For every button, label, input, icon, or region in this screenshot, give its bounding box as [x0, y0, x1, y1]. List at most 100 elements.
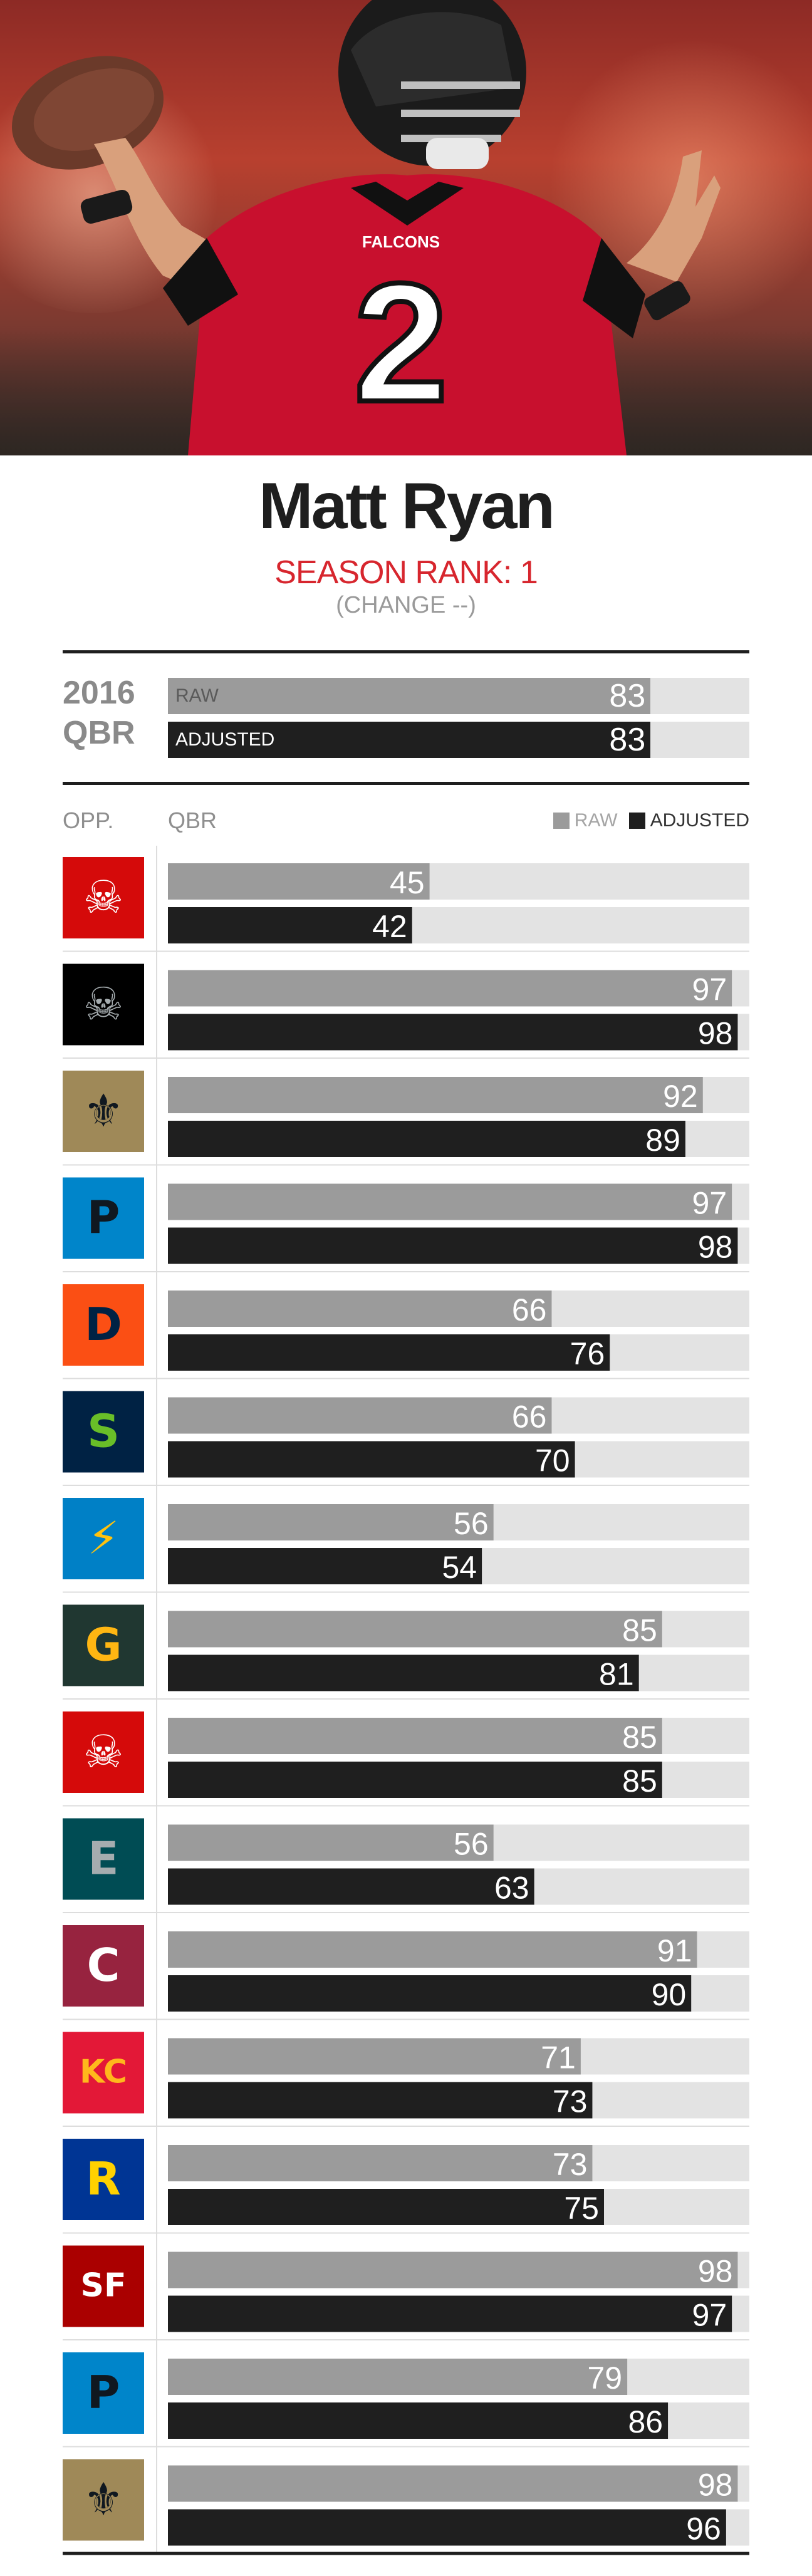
packers-logo-icon-mark: G: [85, 1619, 122, 1671]
qbr-column-header: QBR: [168, 808, 217, 833]
player-name: Matt Ryan: [259, 470, 555, 543]
divider: [63, 650, 749, 653]
raw-bar: [168, 2145, 593, 2181]
adjusted-bar: [168, 1975, 692, 2012]
raw-value-label: 56: [454, 1506, 489, 1541]
adjusted-value-label: 89: [645, 1123, 680, 1158]
broncos-logo-icon-mark: D: [85, 1298, 122, 1351]
buccaneers-logo-icon: [63, 1711, 144, 1793]
jersey-number: 2: [354, 249, 448, 437]
raw-bar: [168, 1931, 697, 1968]
adjusted-value-label: 97: [692, 2298, 727, 2333]
raw-value-label: 73: [553, 2147, 588, 2182]
adjusted-bar: [168, 2082, 593, 2119]
raw-bar: [168, 2359, 628, 2395]
adjusted-bar: [168, 1762, 662, 1798]
summary-adjusted-bar: [168, 722, 651, 758]
adjusted-value-label: 98: [698, 1016, 733, 1051]
quarterback-illustration: FALCONS 2: [11, 0, 721, 455]
legend-raw-label: RAW: [574, 810, 618, 831]
adjusted-bar: [168, 907, 412, 943]
adjusted-value-label: 73: [553, 2084, 588, 2119]
raw-value-label: 66: [512, 1292, 547, 1327]
divider: [63, 782, 749, 785]
49ers-logo-icon-mark: SF: [81, 2267, 127, 2305]
panthers-logo-icon: [63, 2352, 144, 2434]
adjusted-bar: [168, 2295, 732, 2332]
raw-value-label: 98: [698, 2254, 733, 2289]
seahawks-logo-icon: [63, 1391, 144, 1473]
adjusted-bar: [168, 1227, 738, 1264]
rams-logo-icon: [63, 2139, 144, 2220]
raw-bar: [168, 2251, 738, 2288]
adjusted-value-label: 54: [442, 1550, 477, 1585]
panthers-logo-icon-mark: P: [87, 1192, 120, 1244]
saints-logo-icon-mark: ⚜: [83, 1084, 124, 1137]
chiefs-logo-icon: [63, 2032, 144, 2114]
summary-raw-tag: RAW: [175, 685, 219, 706]
raw-value-label: 85: [622, 1613, 657, 1648]
eagles-logo-icon: [63, 1818, 144, 1900]
raw-bar: [168, 2465, 738, 2502]
raiders-logo-icon: [63, 963, 144, 1046]
cardinals-logo-icon-mark: C: [87, 1939, 120, 1992]
raw-bar: [168, 1077, 703, 1113]
saints-logo-icon-mark: ⚜: [83, 2473, 124, 2526]
adjusted-bar: [168, 2189, 604, 2225]
chiefs-logo-icon-mark: KC: [80, 2054, 127, 2091]
raw-bar: [168, 1183, 732, 1220]
raw-value-label: 71: [541, 2040, 576, 2075]
rank-change: (CHANGE --): [336, 592, 476, 618]
adjusted-value-label: 86: [628, 2404, 663, 2439]
adjusted-value-label: 85: [622, 1763, 657, 1799]
summary-raw-bar: [168, 678, 651, 714]
legend-raw-swatch: [553, 813, 570, 829]
buccaneers-logo-icon-mark: ☠: [83, 871, 124, 923]
adjusted-bar: [168, 2509, 726, 2546]
jersey: [188, 174, 627, 455]
raiders-logo-icon-mark: ☠: [83, 978, 124, 1031]
buccaneers-logo-icon-mark: ☠: [83, 1725, 124, 1778]
raw-bar: [168, 1718, 662, 1754]
summary-year: 2016: [63, 675, 135, 711]
raw-bar: [168, 1611, 662, 1648]
adjusted-bar: [168, 1654, 639, 1691]
saints-logo-icon: [63, 2459, 144, 2541]
summary-raw-track: RAW 83: [168, 678, 749, 714]
raw-value-label: 97: [692, 1186, 727, 1221]
raw-bar: [168, 1291, 552, 1327]
summary-label: 2016 QBR: [63, 673, 163, 753]
hero-photo: FALCONS 2: [0, 0, 812, 455]
raw-bar: [168, 970, 732, 1007]
raw-bar: [168, 2038, 581, 2075]
raw-value-label: 79: [587, 2360, 622, 2396]
chargers-logo-icon: [63, 1498, 144, 1579]
adjusted-value-label: 98: [698, 1230, 733, 1265]
adjusted-value-label: 76: [570, 1336, 605, 1371]
49ers-logo-icon: [63, 2245, 144, 2327]
raw-bar: [168, 1504, 494, 1540]
raw-bar: [168, 1824, 494, 1861]
summary-adjusted-tag: ADJUSTED: [175, 729, 275, 750]
raw-bar: [168, 863, 430, 900]
jersey-wordmark: FALCONS: [362, 232, 440, 251]
adjusted-bar: [168, 1868, 534, 1905]
adjusted-value-label: 42: [372, 909, 407, 944]
opponent-column-header: OPP.: [63, 808, 114, 833]
cardinals-logo-icon: [63, 1925, 144, 2007]
adjusted-value-label: 96: [686, 2511, 721, 2547]
broncos-logo-icon: [63, 1284, 144, 1366]
adjusted-bar: [168, 1121, 685, 1157]
raw-value-label: 85: [622, 1720, 657, 1755]
raw-bar: [168, 1397, 552, 1434]
packers-logo-icon: [63, 1604, 144, 1686]
adjusted-bar: [168, 1441, 575, 1478]
adjusted-value-label: 70: [535, 1443, 570, 1478]
adjusted-value-label: 75: [564, 2191, 599, 2226]
legend-adjusted-label: ADJUSTED: [650, 810, 749, 831]
raw-value-label: 45: [390, 865, 425, 900]
adjusted-value-label: 63: [494, 1871, 529, 1906]
summary-raw-value: 83: [609, 678, 646, 714]
adjusted-value-label: 81: [599, 1657, 634, 1692]
